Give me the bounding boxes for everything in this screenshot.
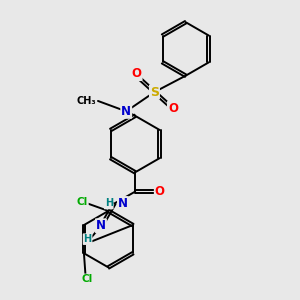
Text: H: H: [83, 234, 92, 244]
Text: N: N: [96, 219, 106, 232]
Text: Cl: Cl: [76, 197, 88, 207]
Text: Cl: Cl: [81, 274, 92, 284]
Text: N: N: [118, 197, 128, 210]
Text: N: N: [121, 105, 131, 118]
Text: H: H: [105, 199, 113, 208]
Text: CH₃: CH₃: [77, 96, 97, 106]
Text: S: S: [150, 85, 159, 98]
Text: O: O: [168, 102, 178, 115]
Text: O: O: [155, 185, 165, 198]
Text: O: O: [132, 67, 142, 80]
